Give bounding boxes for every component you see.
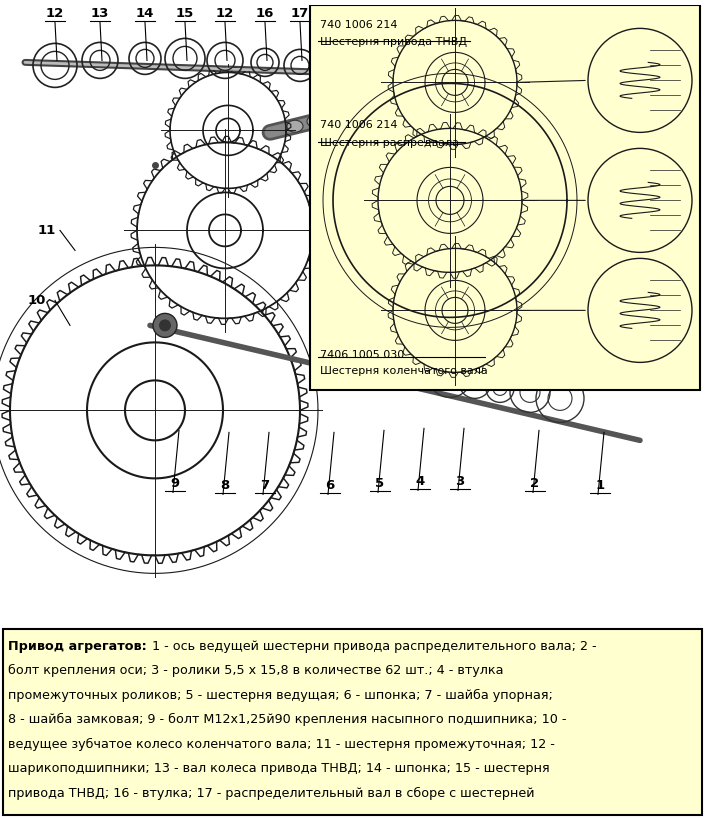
Text: привода ТНВД; 16 - втулка; 17 - распределительный вал в сборе с шестерней: привода ТНВД; 16 - втулка; 17 - распреде…: [8, 787, 534, 800]
Text: 1 - ось ведущей шестерни привода распределительного вала; 2 -: 1 - ось ведущей шестерни привода распред…: [148, 640, 596, 653]
Text: 15: 15: [176, 7, 194, 20]
Text: 6: 6: [326, 479, 335, 492]
Circle shape: [159, 319, 171, 331]
Ellipse shape: [307, 115, 323, 128]
FancyBboxPatch shape: [475, 208, 501, 273]
Text: Шестерня коленчатого вала: Шестерня коленчатого вала: [320, 366, 488, 376]
Ellipse shape: [287, 120, 303, 133]
Text: болт крепления оси; 3 - ролики 5,5 х 15,8 в количестве 62 шт.; 4 - втулка: болт крепления оси; 3 - ролики 5,5 х 15,…: [8, 664, 503, 677]
Text: 16: 16: [256, 7, 274, 20]
Text: 12: 12: [216, 7, 234, 20]
Text: 7: 7: [260, 479, 269, 492]
Text: 17: 17: [291, 7, 309, 20]
Text: Шестерня распредвала: Шестерня распредвала: [320, 138, 459, 148]
Text: 10: 10: [28, 294, 47, 307]
Circle shape: [588, 148, 692, 253]
Text: 3: 3: [455, 475, 465, 488]
Circle shape: [588, 29, 692, 133]
Text: 14: 14: [136, 7, 154, 20]
Circle shape: [153, 313, 177, 337]
Text: 8 - шайба замковая; 9 - болт M12х1,25й90 крепления насыпного подшипника; 10 -: 8 - шайба замковая; 9 - болт M12х1,25й90…: [8, 713, 567, 726]
Circle shape: [588, 258, 692, 362]
Text: 8: 8: [221, 479, 230, 492]
Text: промежуточных роликов; 5 - шестерня ведущая; 6 - шпонка; 7 - шайба упорная;: промежуточных роликов; 5 - шестерня веду…: [8, 689, 553, 702]
Text: 9: 9: [171, 478, 180, 490]
Text: 740 1006 214: 740 1006 214: [320, 120, 398, 130]
Ellipse shape: [357, 103, 373, 115]
Text: 11: 11: [38, 224, 56, 237]
Text: Шестерня привода ТНВД: Шестерня привода ТНВД: [320, 38, 467, 47]
Ellipse shape: [332, 109, 348, 121]
Text: шарикоподшипники; 13 - вал колеса привода ТНВД; 14 - шпонка; 15 - шестерня: шарикоподшипники; 13 - вал колеса привод…: [8, 762, 550, 775]
Text: 13: 13: [91, 7, 109, 20]
Text: 2: 2: [530, 478, 539, 490]
Text: 740 1006 214: 740 1006 214: [320, 20, 398, 30]
Circle shape: [410, 226, 450, 265]
Text: 12: 12: [46, 7, 64, 20]
FancyBboxPatch shape: [395, 191, 485, 290]
Text: 4: 4: [415, 475, 424, 488]
Circle shape: [420, 236, 440, 255]
FancyBboxPatch shape: [310, 6, 700, 390]
Text: 5: 5: [376, 478, 384, 490]
Text: Привод агрегатов:: Привод агрегатов:: [8, 640, 147, 653]
Text: 7406 1005 030: 7406 1005 030: [320, 350, 404, 361]
Text: ведущее зубчатое колесо коленчатого вала; 11 - шестерня промежуточная; 12 -: ведущее зубчатое колесо коленчатого вала…: [8, 738, 555, 751]
FancyBboxPatch shape: [3, 629, 702, 815]
Text: 1: 1: [596, 479, 605, 492]
